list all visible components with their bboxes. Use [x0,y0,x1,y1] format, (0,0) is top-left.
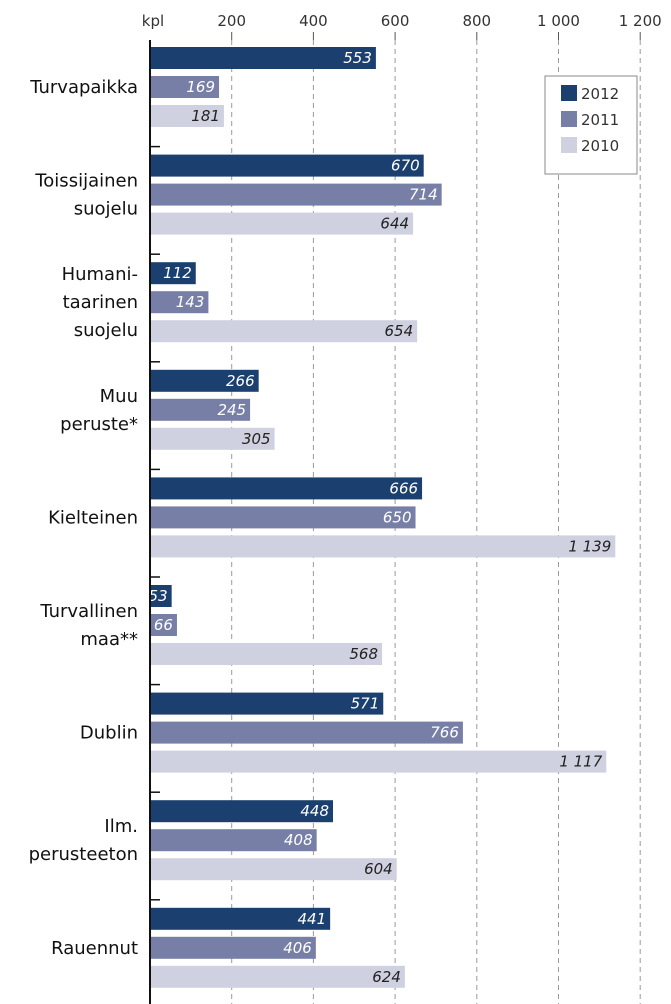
x-tick-label: 400 [299,12,328,30]
bar-2011 [150,291,209,314]
bar-2011 [150,398,251,421]
bar-value-label: 181 [191,107,220,125]
x-tick-label: 200 [217,12,246,30]
bar-value-label: 644 [380,215,409,233]
legend-label: 2010 [581,137,619,155]
bar-2010 [150,427,275,450]
unit-label: kpl [142,12,164,30]
category-label-line: taarinen [63,292,138,313]
legend-swatch-2011 [561,111,577,127]
bar-value-label: 766 [430,724,459,742]
bar-value-label: 1 117 [559,753,602,771]
category-label-line: Toissijainen [34,171,138,192]
category-label: Dublin [80,723,138,744]
bar-2011 [150,506,416,529]
bar-value-label: 714 [409,186,438,204]
bar-2011 [150,614,177,636]
bar-value-label: 112 [163,264,192,282]
bar-value-label: 571 [351,695,380,713]
bar-2011 [150,76,220,98]
bar-value-label: 624 [372,968,401,986]
legend-label: 2012 [581,85,619,103]
bar-value-label: 53 [149,587,168,605]
category-label: Turvapaikka [29,77,138,98]
bar-2010 [150,750,607,773]
category-label-line: suojelu [74,199,138,220]
bar-2012 [150,369,259,392]
category-label-line: suojelu [74,320,138,341]
bar-2012 [150,585,172,607]
x-tick-label: 1 200 [619,12,662,30]
category-label: Humani-taarinen suojelu [62,264,138,341]
bar-2012 [150,477,423,500]
category-label: Ilm. perusteeton [29,816,138,865]
bar-value-label: 670 [391,157,420,175]
bar-2011 [150,829,317,852]
bar-value-label: 143 [176,293,205,311]
bar-value-label: 650 [383,508,412,526]
bar-2010 [150,858,397,881]
bar-2011 [150,936,316,959]
category-label-line: perusteeton [29,844,138,865]
bar-2010 [150,320,418,343]
legend-label: 2011 [581,111,619,129]
category-label-line: Humani- [62,264,138,285]
bar-value-label: 1 139 [568,537,611,555]
bar-2011 [150,721,463,744]
bar-2012 [150,47,376,69]
category-label-line: Dublin [80,723,138,744]
bar-2012 [150,262,196,285]
bar-value-label: 441 [298,910,327,928]
bar-2012 [150,154,424,177]
category-label: Toissijainen suojelu [34,171,138,220]
category-label-line: peruste* [60,414,138,435]
category-label-line: Turvallinen [39,601,138,622]
x-tick-label: 1 000 [537,12,580,30]
bar-2010 [150,643,383,665]
category-label: Kielteinen [48,507,138,528]
category-label-line: Muu [100,386,138,407]
legend-swatch-2012 [561,85,577,101]
category-label-line: Ilm. [104,816,138,837]
bar-2010 [150,535,616,558]
bar-2010 [150,212,414,235]
category-label-line: maa** [80,629,138,650]
bar-value-label: 408 [284,831,313,849]
bar-value-label: 245 [217,401,246,419]
legend-box [544,75,638,175]
bar-value-label: 604 [364,860,393,878]
category-label: Rauennut [51,938,138,959]
category-label: Turvallinen maa** [39,601,138,650]
bar-value-label: 666 [389,479,418,497]
bar-value-label: 169 [186,78,215,96]
category-label-line: Rauennut [51,938,138,959]
bar-2012 [150,907,331,930]
category-label: Muu peruste* [60,386,138,435]
legend-swatch-2010 [561,137,577,153]
bar-value-label: 305 [242,430,271,448]
bar-value-label: 448 [300,802,329,820]
bar-value-label: 654 [385,322,414,340]
x-tick-label: 800 [462,12,491,30]
bar-value-label: 553 [343,49,372,67]
bar-value-label: 266 [226,372,255,390]
category-label-line: Kielteinen [48,507,138,528]
bar-value-label: 568 [349,645,378,663]
x-tick-label: 600 [381,12,410,30]
bar-2010 [150,105,224,127]
bar-2012 [150,692,384,715]
bar-value-label: 66 [154,616,173,634]
bar-2010 [150,965,405,988]
bar-2012 [150,800,334,823]
category-label-line: Turvapaikka [29,77,138,98]
bar-2011 [150,183,442,206]
bar-value-label: 406 [283,939,312,957]
